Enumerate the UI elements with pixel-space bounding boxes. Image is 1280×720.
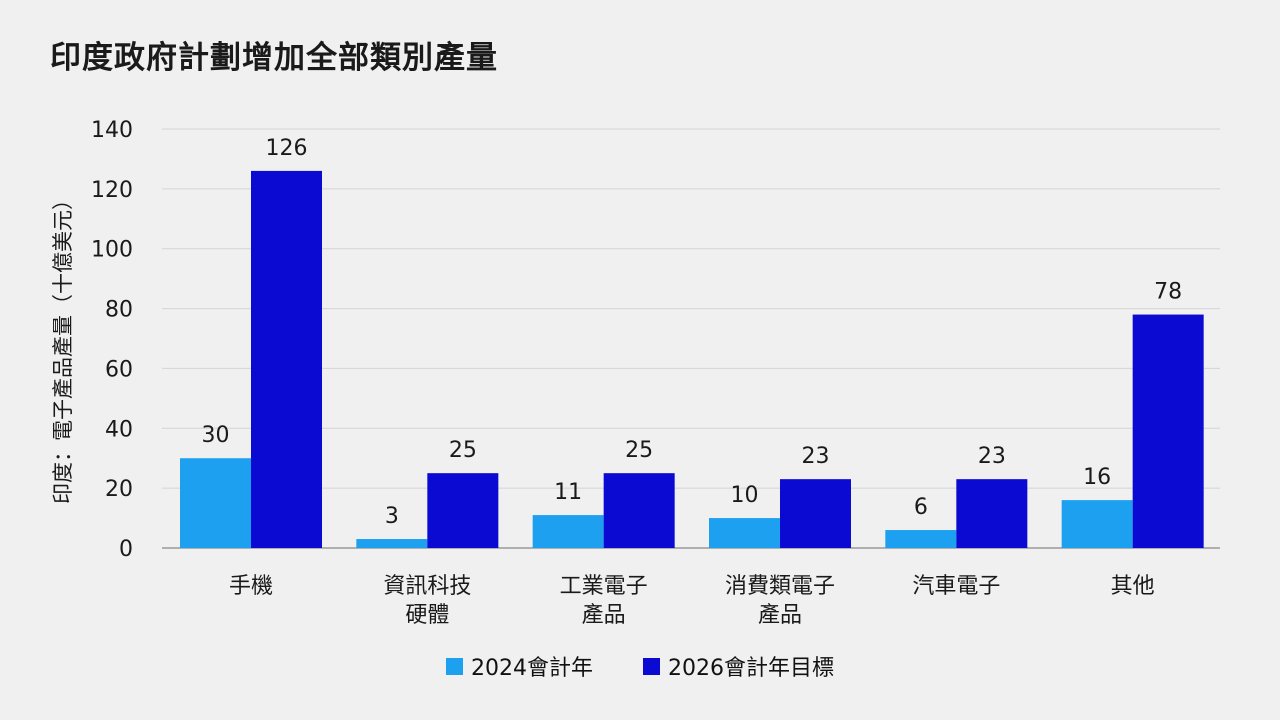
data-label: 23 — [802, 444, 830, 469]
bar-2026 — [427, 473, 499, 548]
y-tick-label: 80 — [105, 298, 133, 323]
bar-2024 — [885, 530, 957, 548]
y-tick-label: 0 — [119, 537, 133, 562]
data-label: 30 — [202, 423, 230, 448]
legend: 2024會計年 2026會計年目標 — [0, 650, 1280, 682]
y-axis-label: 印度：電子產品產量（十億美元） — [51, 189, 75, 504]
bar-2024 — [180, 458, 251, 548]
legend-label-2026: 2026會計年目標 — [668, 656, 834, 681]
bar-2026 — [251, 170, 322, 548]
legend-swatch-2024 — [446, 657, 463, 675]
bar-2024 — [532, 515, 604, 548]
y-tick-label: 20 — [105, 477, 133, 502]
data-label: 25 — [449, 438, 477, 463]
category-label: 消費類電子 — [725, 574, 835, 599]
category-label: 產品 — [758, 603, 802, 628]
y-tick-label: 140 — [91, 118, 133, 143]
y-tick-label: 40 — [105, 417, 133, 442]
bar-2026 — [780, 479, 851, 548]
category-label: 產品 — [582, 603, 626, 628]
bar-2024 — [1061, 500, 1133, 548]
chart-title: 印度政府計劃增加全部類別產量 — [50, 40, 498, 76]
data-label: 78 — [1154, 280, 1182, 305]
bar-2026 — [956, 479, 1028, 548]
bar-2024 — [709, 518, 780, 548]
category-label: 汽車電子 — [912, 574, 1000, 599]
category-label: 工業電子 — [560, 574, 648, 599]
bar-2026 — [603, 473, 675, 548]
data-label: 3 — [385, 504, 399, 529]
data-label: 23 — [978, 444, 1006, 469]
bar-2024 — [356, 539, 428, 548]
category-label: 其他 — [1111, 574, 1155, 599]
data-label: 10 — [731, 483, 759, 508]
data-label: 16 — [1083, 465, 1111, 490]
y-tick-label: 60 — [105, 357, 133, 382]
bar-2026 — [1132, 314, 1204, 548]
data-label: 11 — [554, 480, 582, 505]
y-tick-label: 100 — [91, 238, 133, 263]
data-label: 126 — [266, 136, 308, 161]
data-label: 6 — [914, 495, 928, 520]
category-label: 資訊科技 — [383, 574, 471, 599]
legend-label-2024: 2024會計年 — [471, 656, 593, 681]
data-label: 25 — [625, 438, 653, 463]
legend-item-2026: 2026會計年目標 — [643, 650, 834, 682]
y-tick-label: 120 — [91, 178, 133, 203]
legend-swatch-2026 — [643, 657, 660, 675]
category-label: 手機 — [229, 574, 273, 599]
category-label: 硬體 — [405, 603, 449, 628]
legend-item-2024: 2024會計年 — [446, 650, 593, 682]
